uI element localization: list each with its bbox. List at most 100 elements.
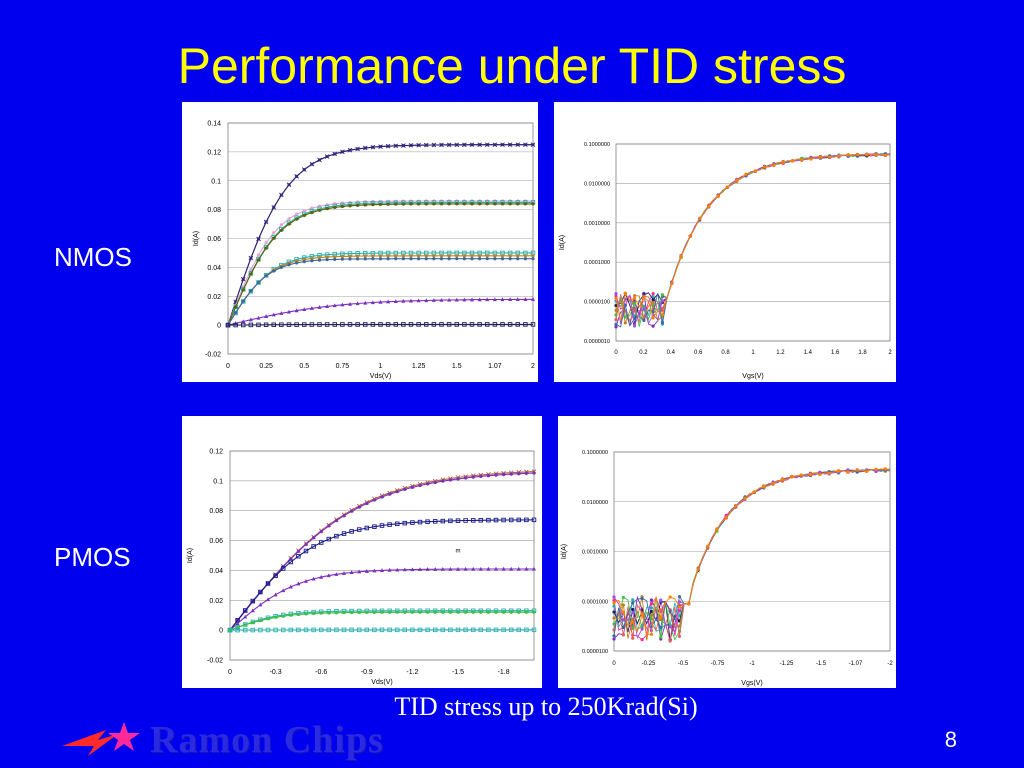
data-point bbox=[441, 479, 445, 483]
x-tick-label: -1.5 bbox=[816, 661, 827, 667]
data-point bbox=[243, 623, 247, 627]
data-point bbox=[356, 627, 362, 633]
data-point bbox=[324, 154, 330, 159]
data-point bbox=[715, 527, 719, 532]
data-point bbox=[486, 566, 491, 571]
data-point bbox=[485, 202, 489, 206]
data-point bbox=[227, 627, 233, 633]
data-point bbox=[424, 254, 428, 258]
data-point bbox=[614, 325, 618, 329]
data-point bbox=[485, 257, 489, 261]
data-point bbox=[649, 602, 654, 606]
data-point bbox=[370, 144, 376, 150]
data-point bbox=[251, 620, 255, 625]
data-point bbox=[462, 322, 467, 327]
data-point bbox=[612, 637, 616, 641]
data-point bbox=[433, 480, 437, 485]
data-point bbox=[532, 610, 536, 614]
data-point bbox=[762, 485, 766, 489]
data-point bbox=[493, 254, 497, 258]
data-point bbox=[304, 578, 308, 583]
data-point bbox=[621, 618, 625, 622]
data-point bbox=[485, 322, 490, 327]
data-point bbox=[409, 257, 413, 261]
series-7 bbox=[226, 257, 535, 327]
data-point bbox=[464, 476, 468, 480]
data-point bbox=[517, 472, 521, 476]
data-point bbox=[668, 625, 672, 629]
data-point bbox=[509, 566, 514, 571]
data-point bbox=[311, 576, 316, 581]
pmos-id-vgs-chart: 0.1000000 0.0100000 0.0010000 0.0001000 0.00… bbox=[558, 416, 896, 688]
data-point bbox=[640, 596, 644, 601]
brand-text: Ramon Chips bbox=[150, 719, 384, 761]
data-point bbox=[394, 257, 398, 261]
data-point bbox=[455, 202, 459, 206]
x-tick-label: 0 bbox=[228, 669, 232, 676]
data-point bbox=[433, 567, 438, 571]
data-point bbox=[240, 276, 246, 282]
data-point bbox=[280, 566, 286, 571]
data-point bbox=[425, 567, 430, 571]
data-point bbox=[621, 625, 625, 629]
nmos-id-vgs-plot: 0.1000000 0.0100000 0.0010000 0.0001000 0.00… bbox=[559, 142, 892, 380]
data-point bbox=[371, 203, 375, 207]
data-point bbox=[394, 202, 398, 206]
plot-frame bbox=[229, 450, 535, 661]
data-point bbox=[439, 142, 444, 148]
data-point bbox=[454, 322, 460, 327]
data-point bbox=[679, 254, 683, 259]
data-point bbox=[225, 322, 231, 328]
data-point bbox=[317, 258, 322, 262]
series-6 bbox=[227, 627, 537, 633]
data-point bbox=[378, 254, 383, 258]
data-point bbox=[855, 468, 859, 472]
data-point bbox=[258, 618, 262, 623]
data-point bbox=[486, 474, 490, 478]
data-point bbox=[312, 536, 316, 540]
data-point bbox=[395, 567, 400, 572]
data-point bbox=[241, 319, 246, 324]
data-point bbox=[508, 517, 514, 523]
data-point bbox=[531, 254, 535, 258]
x-tick-label: -0.6 bbox=[315, 669, 327, 676]
data-point bbox=[781, 160, 785, 164]
data-point bbox=[309, 322, 315, 327]
x-tick-label: 0 bbox=[226, 363, 230, 370]
data-point bbox=[523, 254, 527, 258]
data-point bbox=[494, 610, 498, 614]
x-tick-label: 0.8 bbox=[721, 350, 730, 356]
series-4 bbox=[226, 202, 535, 327]
data-point bbox=[517, 610, 521, 614]
series-2 bbox=[227, 517, 537, 633]
data-point bbox=[799, 473, 803, 477]
series-1 bbox=[614, 152, 891, 320]
data-point bbox=[478, 257, 482, 261]
data-point bbox=[378, 144, 383, 149]
data-point bbox=[493, 257, 497, 261]
data-point bbox=[410, 610, 414, 614]
y-tick-label: 0.1 bbox=[211, 178, 221, 185]
data-point bbox=[403, 610, 407, 614]
data-point bbox=[342, 571, 346, 575]
data-point bbox=[388, 492, 392, 496]
series-7 bbox=[614, 152, 891, 328]
data-point bbox=[448, 566, 453, 571]
data-point bbox=[771, 481, 775, 485]
x-tick-label: -1.8 bbox=[498, 669, 510, 676]
chart-area: 0.14 0.12 0.1 0.08 0.06 0.04 0.02 0 -0.02 0 0.25 0.… bbox=[193, 121, 536, 380]
data-point bbox=[492, 142, 498, 148]
data-point bbox=[312, 611, 316, 616]
series-line bbox=[615, 153, 891, 328]
data-point bbox=[395, 610, 399, 614]
series-line bbox=[615, 153, 891, 327]
data-point bbox=[418, 610, 422, 614]
data-point bbox=[632, 324, 637, 328]
data-point bbox=[463, 627, 468, 633]
data-point bbox=[828, 155, 832, 159]
data-point bbox=[818, 472, 822, 477]
data-point bbox=[301, 167, 307, 172]
data-point bbox=[233, 322, 238, 328]
data-point bbox=[302, 209, 306, 213]
y-axis-label: Id(A) bbox=[187, 548, 194, 563]
